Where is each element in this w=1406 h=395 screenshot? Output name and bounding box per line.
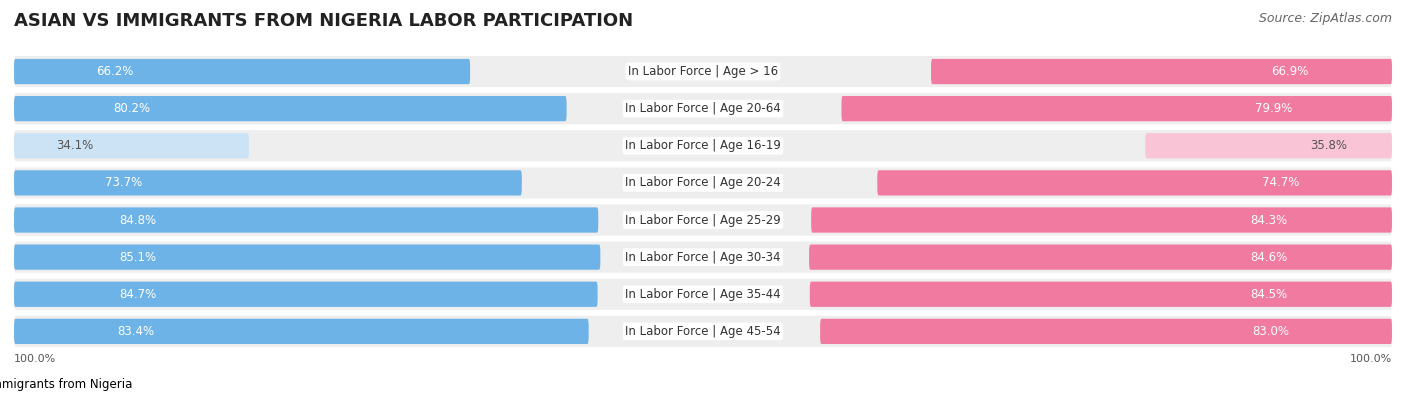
Text: In Labor Force | Age > 16: In Labor Force | Age > 16: [628, 65, 778, 78]
Text: 84.3%: 84.3%: [1250, 214, 1288, 226]
FancyBboxPatch shape: [14, 241, 1392, 273]
FancyBboxPatch shape: [14, 205, 1392, 235]
FancyBboxPatch shape: [14, 170, 522, 196]
FancyBboxPatch shape: [820, 319, 1392, 344]
FancyBboxPatch shape: [14, 130, 1392, 162]
FancyBboxPatch shape: [14, 278, 1392, 310]
Text: ASIAN VS IMMIGRANTS FROM NIGERIA LABOR PARTICIPATION: ASIAN VS IMMIGRANTS FROM NIGERIA LABOR P…: [14, 12, 633, 30]
Text: 84.8%: 84.8%: [120, 214, 156, 226]
Text: 79.9%: 79.9%: [1256, 102, 1294, 115]
FancyBboxPatch shape: [14, 133, 249, 158]
Text: In Labor Force | Age 35-44: In Labor Force | Age 35-44: [626, 288, 780, 301]
FancyBboxPatch shape: [14, 245, 600, 270]
Text: In Labor Force | Age 30-34: In Labor Force | Age 30-34: [626, 251, 780, 263]
Text: 85.1%: 85.1%: [120, 251, 156, 263]
Text: 100.0%: 100.0%: [1350, 354, 1392, 364]
Text: 80.2%: 80.2%: [114, 102, 150, 115]
Text: 73.7%: 73.7%: [105, 177, 142, 189]
Text: In Labor Force | Age 16-19: In Labor Force | Age 16-19: [626, 139, 780, 152]
Text: 74.7%: 74.7%: [1263, 177, 1299, 189]
Text: 84.5%: 84.5%: [1250, 288, 1286, 301]
Text: 34.1%: 34.1%: [56, 139, 94, 152]
Text: 66.2%: 66.2%: [96, 65, 134, 78]
FancyBboxPatch shape: [14, 207, 599, 233]
Text: In Labor Force | Age 20-24: In Labor Force | Age 20-24: [626, 177, 780, 189]
Text: 84.6%: 84.6%: [1250, 251, 1286, 263]
FancyBboxPatch shape: [811, 207, 1392, 233]
FancyBboxPatch shape: [14, 96, 567, 121]
Legend: Asian, Immigrants from Nigeria: Asian, Immigrants from Nigeria: [0, 373, 138, 395]
Text: In Labor Force | Age 25-29: In Labor Force | Age 25-29: [626, 214, 780, 226]
FancyBboxPatch shape: [14, 316, 1392, 347]
FancyBboxPatch shape: [14, 93, 1392, 124]
FancyBboxPatch shape: [14, 56, 1392, 87]
Text: 35.8%: 35.8%: [1310, 139, 1347, 152]
FancyBboxPatch shape: [1146, 133, 1392, 158]
FancyBboxPatch shape: [14, 282, 598, 307]
FancyBboxPatch shape: [877, 170, 1392, 196]
Text: In Labor Force | Age 45-54: In Labor Force | Age 45-54: [626, 325, 780, 338]
FancyBboxPatch shape: [810, 282, 1392, 307]
FancyBboxPatch shape: [808, 245, 1392, 270]
FancyBboxPatch shape: [14, 167, 1392, 198]
FancyBboxPatch shape: [931, 59, 1392, 84]
Text: 83.4%: 83.4%: [118, 325, 155, 338]
Text: Source: ZipAtlas.com: Source: ZipAtlas.com: [1258, 12, 1392, 25]
Text: 100.0%: 100.0%: [14, 354, 56, 364]
Text: 66.9%: 66.9%: [1271, 65, 1309, 78]
Text: 84.7%: 84.7%: [120, 288, 156, 301]
Text: 83.0%: 83.0%: [1251, 325, 1289, 338]
FancyBboxPatch shape: [841, 96, 1392, 121]
FancyBboxPatch shape: [14, 319, 589, 344]
FancyBboxPatch shape: [14, 59, 470, 84]
Text: In Labor Force | Age 20-64: In Labor Force | Age 20-64: [626, 102, 780, 115]
